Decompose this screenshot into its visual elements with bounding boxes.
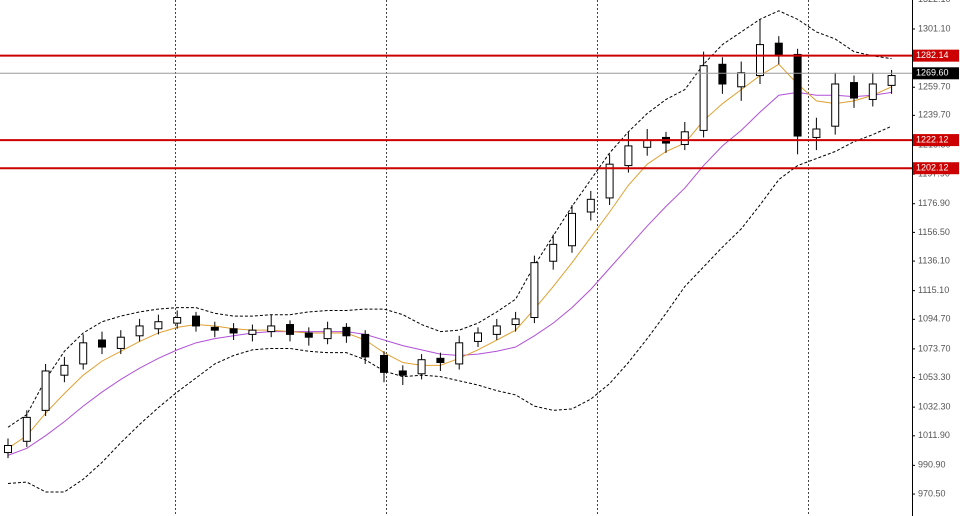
y-tick-label: 1136.10 xyxy=(918,255,950,265)
price-label: 1269.60 xyxy=(916,68,949,78)
indicator-line xyxy=(7,10,892,428)
candle-body xyxy=(342,326,351,337)
y-tick-label: 1011.90 xyxy=(918,430,950,440)
candle-body xyxy=(492,325,501,335)
candle-body xyxy=(4,445,12,454)
candle-body xyxy=(474,332,482,342)
candle-body xyxy=(850,82,858,99)
candle-body xyxy=(22,416,31,442)
candle-body xyxy=(192,315,200,327)
candle-body xyxy=(774,42,783,57)
candle-body xyxy=(436,357,445,364)
indicator-line xyxy=(7,91,892,456)
candle-body xyxy=(380,354,388,373)
candle-body xyxy=(116,336,125,349)
candle-body xyxy=(323,328,332,340)
y-tick-label: 1053.30 xyxy=(918,372,951,382)
candle-body xyxy=(41,370,50,411)
y-tick-label: 990.90 xyxy=(918,460,946,470)
y-tick-label: 1239.70 xyxy=(918,110,951,120)
candle-body xyxy=(549,243,558,262)
level-label-bg xyxy=(913,49,959,62)
candle-body xyxy=(135,325,144,337)
candle-body xyxy=(586,198,595,213)
candle-body xyxy=(793,53,802,137)
y-tick-label: 1094.70 xyxy=(918,314,951,324)
candle-body xyxy=(718,63,727,85)
y-tick-label: 1301.10 xyxy=(918,23,951,33)
price-label-bg xyxy=(913,67,959,80)
y-tick-label: 1156.50 xyxy=(918,227,950,237)
candle-body xyxy=(737,72,746,88)
level-label: 1222.12 xyxy=(916,134,949,144)
candle-body xyxy=(60,364,69,376)
candle-body xyxy=(154,321,163,330)
candle-body xyxy=(304,332,313,338)
candle-body xyxy=(887,75,896,86)
level-label-bg xyxy=(913,162,959,175)
candle-body xyxy=(98,339,106,348)
candle-body xyxy=(173,317,182,324)
candle-body xyxy=(267,325,276,333)
candle-body xyxy=(286,324,294,335)
y-tick-label: 1322.10 xyxy=(918,0,951,4)
level-label-bg xyxy=(913,134,959,147)
candle-body xyxy=(511,318,520,326)
candle-body xyxy=(530,262,539,319)
y-tick-label: 1073.70 xyxy=(918,343,951,353)
candle-body xyxy=(568,212,576,247)
y-tick-label: 1259.70 xyxy=(918,82,951,92)
candle-body xyxy=(210,326,219,331)
level-label: 1282.14 xyxy=(916,50,949,60)
indicator-line xyxy=(7,125,892,493)
y-tick-label: 1115.10 xyxy=(918,285,949,295)
candle-body xyxy=(643,139,652,148)
candle-body xyxy=(699,65,708,131)
candle-body xyxy=(398,370,407,376)
candle-body xyxy=(605,163,614,199)
y-tick-label: 1032.30 xyxy=(918,401,951,411)
y-tick-label: 970.50 xyxy=(918,488,946,498)
level-label: 1202.12 xyxy=(916,163,949,173)
candle-body xyxy=(455,342,464,365)
separators xyxy=(175,0,809,516)
candle-body xyxy=(248,329,257,335)
candle-body xyxy=(361,333,370,358)
candle-body xyxy=(229,328,238,334)
candle-body xyxy=(79,342,88,365)
candle-body xyxy=(756,44,764,77)
y-tick-label: 1176.90 xyxy=(918,198,950,208)
candle-body xyxy=(417,359,426,375)
candle-body xyxy=(680,131,689,145)
candle-body xyxy=(868,83,877,100)
candle-body xyxy=(624,145,633,167)
candle-body xyxy=(812,128,821,138)
candle-body xyxy=(831,83,840,127)
